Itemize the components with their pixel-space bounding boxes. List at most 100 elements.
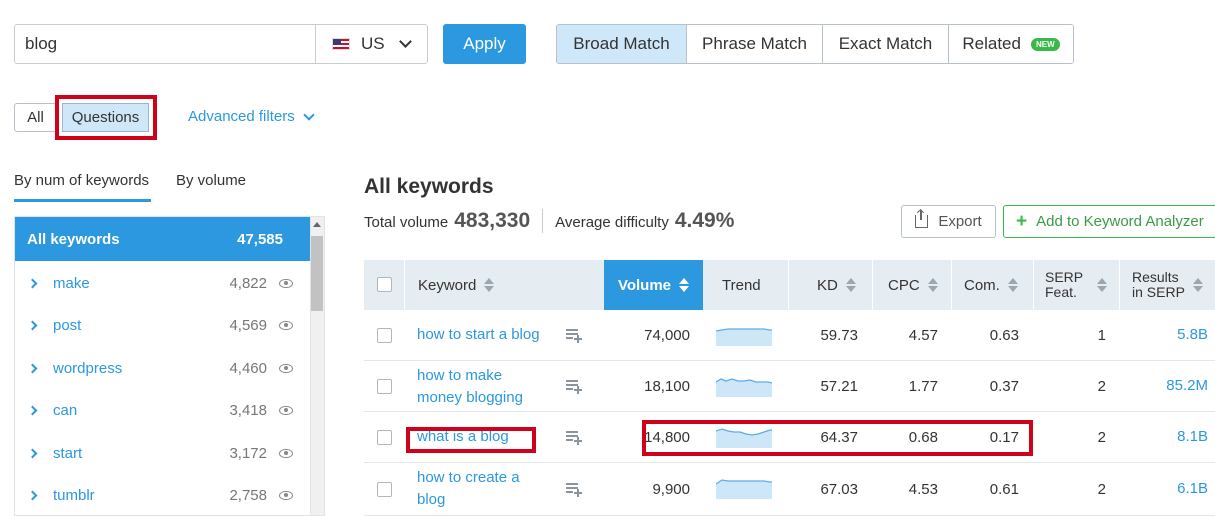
row-checkbox[interactable]	[377, 430, 392, 445]
eye-icon[interactable]	[279, 405, 293, 415]
tab-broad-match[interactable]: Broad Match	[557, 25, 687, 63]
tab-by-volume[interactable]: By volume	[176, 172, 247, 189]
eye-icon[interactable]	[279, 320, 293, 330]
group-label: can	[53, 401, 78, 419]
database-label: US	[361, 34, 385, 53]
export-button[interactable]: Export	[901, 205, 996, 238]
group-item-tumblr[interactable]: tumblr 2,758	[15, 474, 310, 516]
add-to-list-icon[interactable]	[566, 329, 582, 343]
keyword-line: how to create a	[417, 469, 520, 486]
chevron-right-icon	[27, 490, 38, 500]
chevron-right-icon	[27, 448, 38, 458]
database-select[interactable]: US	[315, 25, 428, 63]
serp-features-value: 2	[1097, 481, 1106, 498]
chevron-down-icon	[398, 35, 412, 48]
group-item-can[interactable]: can 3,418	[15, 389, 310, 431]
group-count: 3,172	[229, 444, 267, 462]
select-all-checkbox[interactable]	[377, 277, 392, 292]
chevron-right-icon	[27, 278, 38, 288]
row-checkbox[interactable]	[377, 379, 392, 394]
group-item-start[interactable]: start 3,172	[15, 432, 310, 474]
column-keyword[interactable]: Keyword	[418, 260, 495, 310]
column-label: CPC	[888, 276, 920, 294]
group-all-keywords[interactable]: All keywords 47,585	[15, 217, 310, 261]
search-input[interactable]	[15, 25, 315, 63]
tab-phrase-match[interactable]: Phrase Match	[687, 25, 823, 63]
tab-label: Broad Match	[573, 34, 670, 53]
column-com[interactable]: Com.	[964, 260, 1018, 310]
competition-value: 0.37	[989, 378, 1019, 395]
group-count: 4,569	[229, 316, 267, 334]
keyword-link[interactable]: how to make money blogging	[417, 365, 523, 409]
cpc-value: 1.77	[908, 378, 938, 395]
sort-icon	[1007, 277, 1018, 293]
results-link[interactable]: 8.1B	[1177, 428, 1208, 445]
cpc-value: 4.57	[908, 327, 938, 344]
row-checkbox[interactable]	[377, 482, 392, 497]
group-label: tumblr	[53, 486, 95, 504]
keyword-line: how to make	[417, 367, 503, 384]
column-results-in-serp[interactable]: Results in SERP	[1132, 260, 1203, 310]
sort-icon	[927, 277, 938, 293]
keyword-link[interactable]: how to start a blog	[417, 326, 540, 343]
eye-icon[interactable]	[279, 363, 293, 373]
eye-icon[interactable]	[279, 448, 293, 458]
advanced-filters-toggle[interactable]: Advanced filters	[188, 108, 315, 125]
match-type-tabs: Broad Match Phrase Match Exact Match Rel…	[556, 24, 1074, 64]
add-to-list-icon[interactable]	[566, 380, 582, 394]
scrollbar-thumb[interactable]	[311, 236, 323, 311]
group-item-post[interactable]: post 4,569	[15, 304, 310, 346]
group-item-make[interactable]: make 4,822	[15, 262, 310, 304]
column-cpc[interactable]: CPC	[888, 260, 938, 310]
keyword-link[interactable]: how to create a blog	[417, 467, 520, 511]
keyword-line: blog	[417, 491, 446, 508]
column-label: Keyword	[418, 276, 477, 294]
column-trend[interactable]: Trend	[722, 260, 761, 310]
column-kd[interactable]: KD	[817, 260, 856, 310]
filter-questions-button[interactable]: Questions	[62, 103, 149, 132]
column-label-line: in SERP	[1132, 284, 1185, 300]
scroll-up-icon[interactable]	[313, 222, 321, 227]
tab-related[interactable]: Related NEW	[949, 25, 1073, 63]
avg-difficulty-value: 4.49%	[674, 209, 735, 232]
results-link[interactable]: 6.1B	[1177, 480, 1208, 497]
advanced-filters-label: Advanced filters	[188, 108, 295, 125]
tab-label: Related	[962, 34, 1021, 53]
apply-button[interactable]: Apply	[443, 24, 526, 64]
results-link[interactable]: 5.8B	[1177, 326, 1208, 343]
column-label: Results in SERP	[1132, 270, 1185, 300]
sort-icon	[1192, 277, 1203, 293]
keyword-groups-list: All keywords 47,585 make 4,822 post 4,569 …	[14, 216, 310, 516]
kd-value: 64.37	[820, 429, 858, 446]
keyword-line: money blogging	[417, 389, 523, 406]
tab-by-num-keywords[interactable]: By num of keywords	[14, 172, 150, 189]
column-label-line: Feat.	[1045, 284, 1077, 300]
filter-all-button[interactable]: All	[14, 103, 57, 132]
keyword-link[interactable]: what is a blog	[417, 428, 509, 445]
add-to-list-icon[interactable]	[566, 431, 582, 445]
column-serp-features[interactable]: SERP Feat.	[1045, 260, 1108, 310]
tab-exact-match[interactable]: Exact Match	[823, 25, 949, 63]
column-label: Com.	[964, 276, 1000, 294]
kd-value: 67.03	[820, 481, 858, 498]
group-item-wordpress[interactable]: wordpress 4,460	[15, 347, 310, 389]
eye-icon[interactable]	[279, 490, 293, 500]
row-checkbox[interactable]	[377, 328, 392, 343]
plus-icon: +	[1016, 210, 1028, 232]
avg-difficulty-label: Average difficulty	[555, 214, 669, 231]
chevron-right-icon	[27, 320, 38, 330]
column-volume[interactable]: Volume	[604, 260, 703, 310]
add-to-list-icon[interactable]	[566, 483, 582, 497]
group-count: 2,758	[229, 486, 267, 504]
competition-value: 0.61	[989, 481, 1019, 498]
search-box: US	[14, 24, 428, 64]
competition-value: 0.63	[989, 327, 1019, 344]
sort-icon	[679, 277, 690, 293]
total-volume-label: Total volume	[364, 214, 449, 231]
add-to-keyword-analyzer-button[interactable]: + Add to Keyword Analyzer	[1003, 205, 1215, 238]
results-link[interactable]: 85.2M	[1166, 377, 1208, 394]
eye-icon[interactable]	[279, 278, 293, 288]
volume-value: 74,000	[644, 327, 690, 344]
active-tab-underline	[14, 199, 151, 202]
export-icon	[915, 210, 929, 228]
